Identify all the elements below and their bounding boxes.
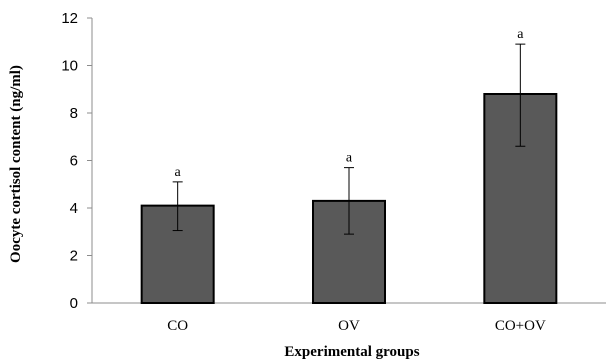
- significance-label: a: [175, 165, 182, 180]
- y-tick-label: 12: [61, 10, 78, 27]
- y-tick-label: 8: [70, 105, 78, 122]
- significance-label: a: [346, 151, 353, 166]
- y-axis-label: Oocyte cortisol content (ng/ml): [8, 65, 24, 263]
- plot-area: 0 2 4 6 8 10 12 a CO a OV a CO+OV: [61, 10, 606, 334]
- significance-label: a: [517, 27, 524, 42]
- x-tick-label: CO+OV: [495, 318, 546, 334]
- y-tick-label: 0: [70, 295, 78, 312]
- x-tick-label: OV: [338, 318, 360, 334]
- x-tick-label: CO: [167, 318, 188, 334]
- y-tick-label: 2: [70, 248, 78, 265]
- y-tick-label: 4: [70, 200, 78, 217]
- y-tick-label: 10: [61, 58, 78, 75]
- x-axis-label: Experimental groups: [284, 344, 419, 360]
- y-tick-label: 6: [70, 153, 78, 170]
